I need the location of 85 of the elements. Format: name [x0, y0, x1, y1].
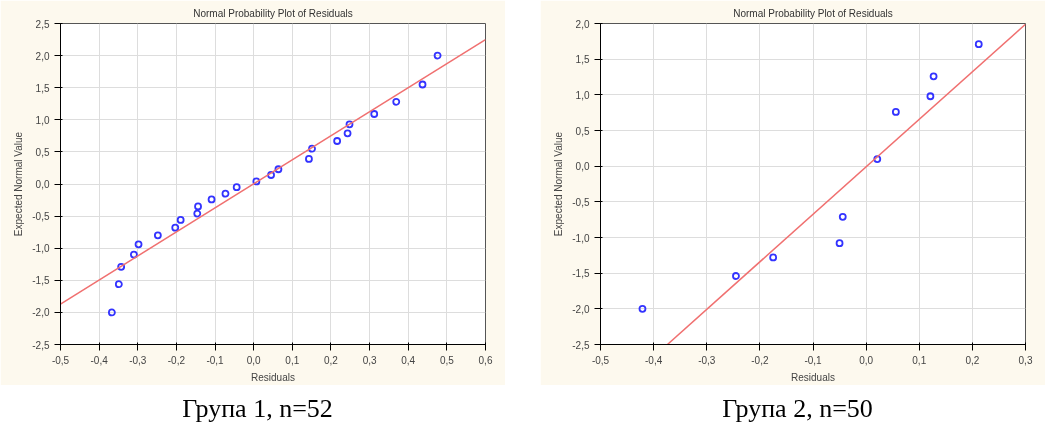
point	[418, 80, 427, 89]
x-tick-label: -0,1	[804, 354, 823, 366]
y-tick-label: 0,5	[575, 125, 590, 137]
point	[835, 239, 844, 248]
point	[305, 155, 313, 163]
x-tick-label: 0,6	[478, 354, 493, 366]
point	[274, 165, 283, 174]
point	[838, 212, 847, 221]
x-axis-title: Residuals	[791, 371, 835, 383]
y-tick-label: 1,5	[35, 82, 50, 94]
x-tick-label: -0,5	[591, 354, 610, 366]
point	[134, 240, 143, 249]
y-tick-label: 0,5	[35, 146, 50, 158]
x-tick-label: 0,0	[246, 354, 262, 366]
point	[308, 144, 316, 153]
x-tick-label: -0,2	[167, 354, 186, 366]
y-tick-label: -0,5	[32, 211, 50, 223]
y-tick-label: -1,0	[572, 232, 590, 244]
y-tick-label: -2,0	[32, 307, 50, 319]
x-tick-label: 0,1	[285, 354, 300, 366]
point	[345, 120, 354, 129]
y-tick-label: -2,0	[572, 303, 590, 315]
point	[252, 177, 261, 186]
y-tick-label: -1,5	[32, 275, 50, 287]
point	[370, 110, 379, 118]
x-tick-label: -0,4	[645, 354, 663, 366]
point	[130, 250, 138, 259]
x-tick-label: -0,5	[51, 354, 70, 366]
point	[891, 108, 900, 116]
point	[193, 209, 202, 218]
y-axis-title: Expected Normal Value	[553, 131, 565, 237]
point	[267, 171, 275, 179]
y-tick-label: 2,5	[35, 18, 50, 30]
point	[232, 183, 241, 192]
y-tick-label: -1,0	[32, 243, 50, 255]
x-tick-label: -0,3	[698, 354, 716, 366]
point	[153, 231, 162, 240]
point	[433, 51, 442, 60]
point	[107, 308, 116, 317]
y-axis-title: Expected Normal Value	[13, 131, 25, 237]
point	[769, 253, 778, 262]
y-tick-label: 1,5	[575, 54, 590, 66]
x-tick-label: 0,2	[965, 354, 980, 366]
x-tick-label: -0,2	[751, 354, 769, 366]
x-tick-label: 0,0	[859, 354, 874, 366]
point	[194, 202, 202, 211]
y-tick-label: 2,0	[575, 18, 590, 30]
point	[638, 304, 647, 313]
point	[873, 155, 882, 163]
point	[207, 195, 216, 204]
point	[171, 223, 180, 232]
point	[732, 272, 740, 280]
y-tick-label: -2,5	[572, 339, 590, 351]
point	[343, 129, 352, 138]
chart-title: Normal Probability Plot of Residuals	[193, 7, 353, 19]
x-tick-label: 0,4	[401, 354, 416, 366]
point	[926, 92, 935, 101]
x-axis-title: Residuals	[251, 371, 295, 383]
x-tick-label: 0,3	[362, 354, 377, 366]
point	[929, 72, 938, 81]
point	[221, 189, 230, 198]
y-tick-label: -0,5	[572, 196, 590, 208]
y-tick-label: 0,0	[575, 161, 590, 173]
x-tick-label: 0,2	[324, 354, 339, 366]
text: Група 1, n=52	[182, 393, 333, 425]
text: Група 2, n=50	[722, 393, 873, 425]
x-tick-label: -0,1	[206, 354, 225, 366]
y-tick-label: 1,0	[35, 114, 50, 126]
y-tick-label: -2,5	[32, 339, 50, 351]
x-tick-label: 0,1	[912, 354, 927, 366]
x-tick-label: 0,5	[439, 354, 455, 366]
y-tick-label: 0,0	[35, 179, 50, 190]
y-tick-label: 2,0	[35, 50, 50, 62]
point	[392, 97, 401, 106]
point	[333, 137, 342, 145]
x-tick-label: 0,3	[1018, 354, 1033, 366]
chart-title: Normal Probability Plot of Residuals	[733, 7, 893, 19]
point	[974, 40, 983, 49]
y-tick-label: -1,5	[572, 268, 590, 280]
x-tick-label: -0,4	[90, 354, 109, 366]
y-tick-label: 1,0	[575, 89, 590, 101]
point	[176, 216, 185, 224]
point	[114, 280, 123, 289]
x-tick-label: -0,3	[129, 354, 147, 366]
point	[117, 262, 126, 271]
